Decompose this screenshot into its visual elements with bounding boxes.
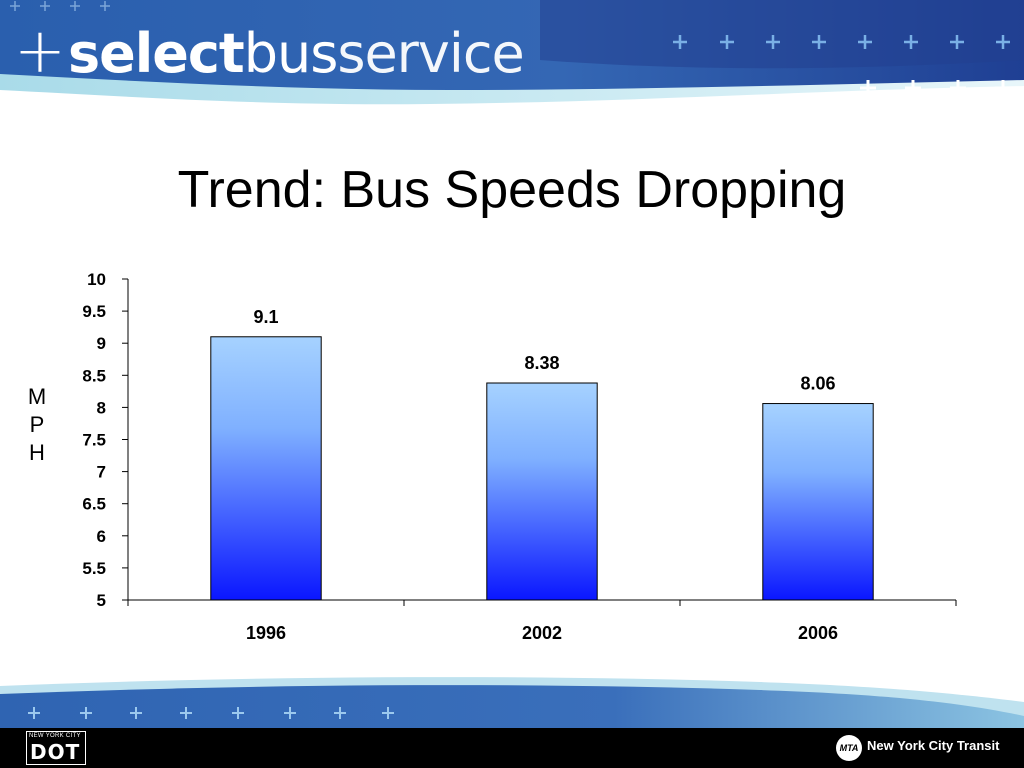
brand-service: service — [337, 22, 524, 85]
y-tick-label: 6 — [97, 527, 106, 546]
bar-1996 — [210, 336, 322, 601]
y-axis-label: M P H — [24, 383, 50, 467]
mta-logo: MTA — [836, 735, 862, 761]
dot-logo-big-text: DOT — [30, 740, 81, 764]
y-axis-label-char: M — [27, 384, 47, 409]
plus-pattern-top — [673, 35, 1010, 49]
y-tick-label: 6.5 — [82, 495, 106, 514]
brand-plus: + — [14, 14, 66, 87]
y-axis-label-char: H — [29, 440, 45, 465]
data-label-2002: 8.38 — [524, 353, 559, 373]
bar-chart: 5 5.5 6 6.5 7 7.5 8 8.5 9 9.5 10 9.1 1996 8.38 2002 8.0… — [82, 270, 957, 643]
y-tick-label: 5.5 — [82, 559, 106, 578]
footer-band — [0, 677, 1024, 728]
header-banner: + select bus service — [0, 0, 1024, 122]
selectbusservice-logo: + select bus service — [14, 14, 525, 87]
x-tick-label-2006: 2006 — [798, 623, 838, 643]
y-tick-label: 8 — [97, 398, 106, 417]
data-label-1996: 9.1 — [253, 307, 278, 327]
x-tick-label-2002: 2002 — [522, 623, 562, 643]
data-label-2006: 8.06 — [800, 374, 835, 394]
y-tick-label: 8.5 — [82, 366, 106, 385]
footer-plus-pattern — [28, 707, 394, 719]
slide-title: Trend: Bus Speeds Dropping — [177, 161, 847, 219]
plus-pattern-bottom — [860, 80, 1011, 96]
y-tick-label: 7 — [97, 463, 106, 482]
bar-2002 — [486, 382, 598, 601]
y-tick-label: 5 — [97, 591, 106, 610]
bar-2006 — [762, 403, 874, 601]
y-axis-label-char: P — [29, 412, 45, 437]
y-tick-label: 7.5 — [82, 431, 106, 450]
brand-select: select — [67, 22, 245, 85]
dot-logo-small-text: NEW YORK CITY — [29, 733, 81, 739]
nyc-dot-logo: NEW YORK CITY DOT — [26, 731, 86, 765]
x-tick-label-1996: 1996 — [246, 623, 286, 643]
header-background — [0, 0, 1024, 122]
y-tick-label: 10 — [87, 270, 106, 289]
y-tick-label: 9 — [97, 334, 106, 353]
y-tick-label: 9.5 — [82, 302, 106, 321]
brand-bus: bus — [243, 22, 339, 85]
nyc-transit-name: New York City Transit — [867, 738, 1000, 753]
